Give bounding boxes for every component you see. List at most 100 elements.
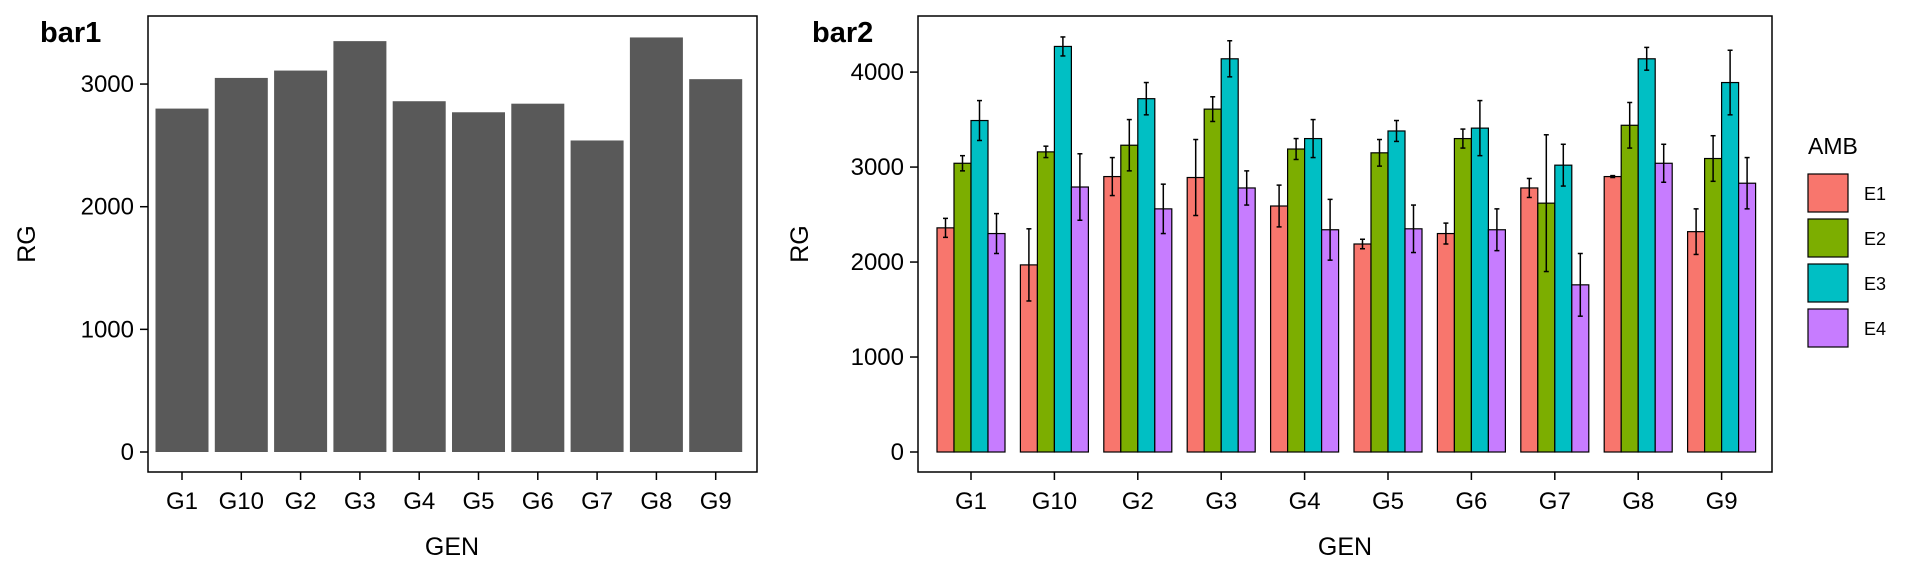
bar2-bar-G5-E3 [1387, 130, 1406, 453]
bar2-legend: AMB E1 E2 E3 E4 [1807, 133, 1886, 348]
bar1-panel: bar1 0 1000 2000 3000 G1 G10 G2 G3 G4 G5 G6 G7 G8 G9… [13, 15, 758, 561]
bar1-y-tick-label: 2000 [81, 194, 134, 221]
legend-key-E2 [1807, 218, 1849, 258]
bar2-bar-G8-E3 [1637, 58, 1656, 453]
bar2-errorbar-G4-E1 [1276, 184, 1282, 228]
bar2-errorbar-G6-E4 [1494, 208, 1500, 252]
bar2-x-axis-title: GEN [1318, 533, 1372, 561]
bar2-x-tick-label: G1 [955, 488, 987, 515]
bar2-bar-G10-E2 [1036, 151, 1056, 453]
bar2-errorbar-G7-E3 [1560, 143, 1566, 187]
bar2-bar-G8-E4 [1654, 162, 1673, 453]
bar2-bar-G9-E2 [1703, 157, 1723, 453]
bar2-plot-border [917, 15, 1773, 473]
bar2-x-tick-label: G9 [1706, 488, 1738, 515]
bar2-errorbar-G5-E1 [1360, 238, 1365, 250]
bar2-bar-G7-E3 [1554, 164, 1573, 453]
bar2-y-axis: 0 1000 2000 3000 4000 [851, 59, 918, 466]
bar1-bar-G1 [155, 108, 209, 453]
bar2-bar-G2-E2 [1120, 144, 1139, 453]
bar1-x-tick-label: G7 [581, 488, 613, 515]
bar1-x-tick-label: G2 [285, 488, 317, 515]
bar1-bar-G10 [214, 77, 268, 453]
bar2-errorbar-G7-E4 [1577, 252, 1583, 317]
bar2-bar-G6-E2 [1453, 137, 1473, 453]
bar2-errorbar-G9-E1 [1693, 208, 1699, 256]
bar2-errorbar-G8-E3 [1644, 46, 1650, 71]
bar2-x-tick-label: G6 [1455, 488, 1487, 515]
legend-key-E3 [1807, 263, 1849, 303]
bar2-bar-G3-E4 [1237, 187, 1256, 453]
bar2-errorbar-G1-E1 [943, 217, 948, 239]
bar1-x-tick-label: G4 [403, 488, 435, 515]
bar1-y-tick-label: 1000 [81, 316, 134, 343]
bar1-x-tick-label: G6 [522, 488, 554, 515]
bar2-bar-G5-E1 [1353, 243, 1372, 453]
bar2-errorbar-G10-E1 [1026, 228, 1032, 302]
bar2-errorbar-G3-E1 [1193, 138, 1199, 217]
legend-items: E1 E2 E3 E4 [1807, 173, 1886, 348]
bar2-errorbar-G2-E4 [1160, 183, 1166, 235]
bar1-x-tick-label: G1 [166, 488, 198, 515]
bar2-x-tick-label: G5 [1372, 488, 1404, 515]
bar1-bar-G8 [629, 37, 683, 452]
bar2-errorbar-G3-E4 [1244, 170, 1250, 206]
bar1-bar-G2 [274, 70, 328, 452]
bar1-x-axis-title: GEN [425, 533, 479, 561]
bar2-bar-G1-E2 [953, 162, 972, 453]
bar2-error-bars [943, 36, 1750, 317]
bar2-errorbar-G4-E3 [1310, 118, 1316, 159]
bar2-errorbar-G7-E2 [1543, 134, 1549, 273]
bar2-y-tick-label: 0 [891, 439, 904, 466]
bar2-panel: bar2 0 1000 2000 3000 4000 G1 G10 G2 G3 G4 G5 G6 G7… [786, 15, 1773, 561]
legend-label-E1: E1 [1864, 184, 1886, 204]
bar1-bar-G9 [689, 79, 743, 452]
bar2-errorbar-G8-E1 [1610, 174, 1616, 179]
bar2-title: bar2 [812, 17, 873, 49]
bar1-bar-G7 [570, 140, 624, 452]
bar1-y-axis: 0 1000 2000 3000 [81, 71, 148, 466]
bar2-bar-G6-E1 [1436, 232, 1456, 453]
bar2-bar-G3-E3 [1220, 58, 1239, 453]
bar2-errorbar-G10-E4 [1077, 153, 1083, 222]
legend-label-E4: E4 [1864, 319, 1886, 339]
bar2-errorbar-G6-E1 [1443, 222, 1449, 245]
bar2-bar-G3-E2 [1203, 108, 1222, 453]
legend-label-E3: E3 [1864, 274, 1886, 294]
bar2-y-tick-label: 1000 [851, 344, 904, 371]
bar2-x-tick-label: G2 [1122, 488, 1154, 515]
bar2-y-tick-label: 3000 [851, 154, 904, 181]
bar2-bar-G4-E2 [1286, 148, 1306, 453]
bar2-bar-G10-E3 [1053, 45, 1073, 453]
bar1-x-axis: G1 G10 G2 G3 G4 G5 G6 G7 G8 G9 [166, 472, 732, 515]
bar2-bar-G9-E4 [1737, 182, 1757, 453]
bar2-errorbar-G2-E3 [1143, 81, 1149, 116]
bar2-errorbar-G8-E2 [1627, 101, 1633, 149]
bar2-bars [936, 45, 1757, 453]
bar2-errorbar-G1-E4 [994, 212, 999, 255]
bar2-errorbar-G2-E2 [1126, 118, 1132, 172]
bar2-x-tick-label: G3 [1205, 488, 1237, 515]
bar2-bar-G2-E3 [1137, 98, 1156, 453]
bar2-errorbar-G5-E4 [1411, 204, 1416, 254]
bar2-bar-G9-E1 [1686, 231, 1706, 453]
bar2-bar-G4-E3 [1303, 137, 1323, 453]
bar2-bar-G1-E4 [987, 232, 1006, 453]
bar2-errorbar-G10-E2 [1043, 145, 1049, 159]
bar2-errorbar-G5-E3 [1394, 119, 1399, 143]
bar2-bar-G4-E1 [1269, 205, 1289, 453]
bar2-errorbar-G5-E2 [1377, 138, 1382, 167]
bar1-plot-border [147, 15, 758, 473]
bar2-bar-G6-E4 [1487, 229, 1507, 453]
bar1-bar-G6 [511, 103, 565, 453]
bar2-errorbar-G9-E2 [1710, 134, 1716, 183]
bar1-y-axis-title: RG [13, 225, 41, 263]
bar2-bar-G2-E1 [1103, 175, 1122, 453]
bar2-bar-G8-E1 [1603, 175, 1622, 453]
bar2-errorbar-G9-E4 [1744, 156, 1750, 210]
bar2-bar-G9-E3 [1720, 81, 1740, 453]
bar2-errorbar-G4-E2 [1293, 137, 1299, 161]
bar2-bar-G1-E1 [936, 227, 955, 453]
bar2-errorbar-G1-E2 [960, 154, 965, 172]
legend-item-E3: E3 [1807, 263, 1886, 303]
